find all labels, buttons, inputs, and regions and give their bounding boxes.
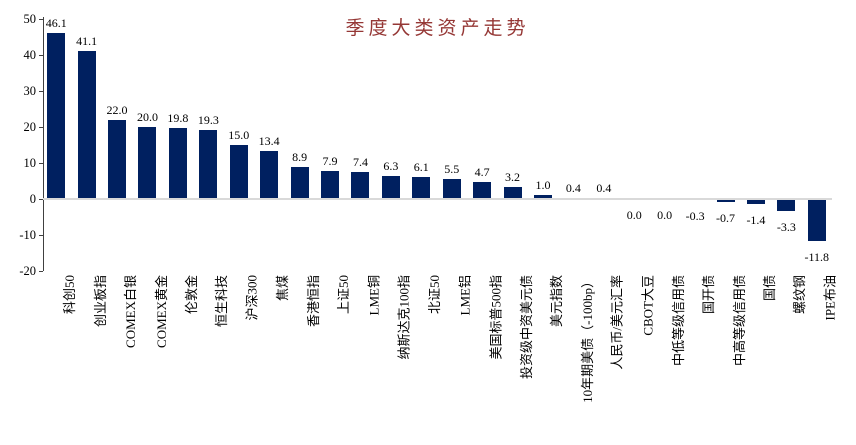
x-axis-label: 美元指数	[548, 275, 564, 328]
bar-value-label: 3.2	[505, 170, 521, 185]
x-axis-label: 国债	[761, 275, 777, 302]
y-axis-tick-label: 0	[29, 192, 36, 206]
x-axis-label: 螺纹钢	[792, 275, 808, 315]
x-axis-label: 中高等级信用债	[731, 275, 747, 367]
chart-title: 季度大类资产走势	[345, 18, 530, 39]
y-axis-tick	[39, 271, 43, 272]
x-axis-label: 焦煤	[275, 275, 291, 302]
y-axis-tick	[39, 199, 43, 200]
bar-value-label: 20.0	[136, 110, 158, 124]
y-axis-tick	[39, 163, 43, 164]
x-axis-label: 上证50	[336, 275, 352, 315]
bar-value-label: -0.3	[685, 209, 705, 224]
y-axis-tick-label: 20	[23, 120, 37, 134]
bar-value-label: 0.0	[626, 208, 642, 222]
bar-value-label: 19.8	[167, 110, 189, 125]
bar-value-label: 7.4	[352, 155, 368, 170]
y-axis-tick-label: 10	[23, 156, 37, 170]
x-axis-label: 伦敦金	[183, 275, 199, 315]
bar	[746, 199, 765, 205]
bar-value-label: 15.0	[228, 128, 250, 142]
bar	[807, 199, 826, 242]
bar-value-label: 4.7	[474, 165, 490, 180]
bar-value-label: -3.3	[776, 219, 796, 234]
bar-value-label: 8.9	[292, 149, 308, 164]
x-axis-label: CBOT大豆	[640, 275, 656, 336]
bar	[412, 177, 431, 199]
bar-value-label: 13.4	[258, 133, 280, 148]
bar-value-label: 1.0	[535, 178, 551, 193]
bar-value-label: 41.1	[76, 34, 98, 49]
x-axis-label: 10年期美债（-100bp）	[579, 275, 595, 403]
zero-line	[43, 198, 832, 200]
bar	[138, 127, 157, 199]
bar	[777, 199, 796, 211]
bar-value-label: 7.9	[322, 153, 338, 168]
x-axis-label: 纳斯达克100指	[396, 275, 412, 360]
x-axis-label: 美国标普500指	[488, 275, 504, 360]
y-axis-tick	[39, 91, 43, 92]
x-axis-label: COMEX白银	[123, 275, 139, 348]
bar-value-label: -11.8	[804, 250, 830, 265]
x-axis-label: 北证50	[427, 275, 443, 315]
bar	[168, 127, 187, 199]
x-axis-label: IPE布油	[822, 275, 838, 321]
bar-value-label: 0.4	[565, 180, 581, 195]
bar	[351, 172, 370, 199]
bar	[108, 119, 127, 199]
y-axis-tick	[39, 235, 43, 236]
bar-value-label: 5.5	[444, 162, 460, 177]
y-axis-tick-label: 50	[23, 12, 37, 26]
bar-value-label: 0.4	[596, 180, 612, 195]
y-axis-tick	[39, 19, 43, 20]
bar	[716, 199, 735, 202]
bar	[290, 166, 309, 199]
bar-value-label: 0.0	[657, 208, 673, 222]
x-axis-label: 人民币/美元汇率	[609, 275, 625, 370]
bar-value-label: 6.3	[383, 159, 399, 174]
x-axis-label: 创业板指	[92, 275, 108, 328]
x-axis-label: COMEX黄金	[153, 275, 169, 348]
bar	[381, 176, 400, 199]
y-axis-tick	[39, 127, 43, 128]
y-axis-tick-label: 40	[23, 48, 37, 62]
bar	[260, 150, 279, 199]
x-axis-label: 恒生科技	[214, 275, 230, 328]
x-axis-label: 香港恒指	[305, 275, 321, 328]
x-axis-label: LME铜	[366, 275, 382, 316]
x-axis-label: 沪深300	[244, 275, 260, 321]
bar	[321, 170, 340, 199]
bar-value-label: 46.1	[45, 16, 67, 31]
x-axis-label: 科创50	[62, 275, 78, 315]
bar	[229, 145, 248, 199]
y-axis-tick-label: -20	[19, 264, 36, 278]
y-axis-tick	[39, 55, 43, 56]
x-axis-label: LME铝	[457, 275, 473, 316]
bar-value-label: -1.4	[746, 213, 766, 228]
y-axis-tick-label: -10	[19, 228, 36, 242]
bar	[47, 33, 66, 199]
bar-value-label: 22.0	[106, 102, 128, 117]
bar-value-label: 19.3	[197, 112, 219, 127]
bar	[473, 182, 492, 199]
bar	[442, 179, 461, 199]
y-axis-line	[43, 17, 44, 271]
bar	[199, 129, 218, 199]
x-axis-label: 中低等级信用债	[670, 275, 686, 367]
bar	[533, 195, 552, 199]
bar-value-label: 6.1	[413, 160, 429, 175]
y-axis-tick-label: 30	[23, 84, 37, 98]
bar	[503, 187, 522, 199]
bar-value-label: -0.7	[716, 210, 736, 225]
x-axis-label: 投资级中资美元债	[518, 275, 534, 380]
bar	[77, 51, 96, 199]
x-axis-label: 国开债	[701, 275, 717, 315]
